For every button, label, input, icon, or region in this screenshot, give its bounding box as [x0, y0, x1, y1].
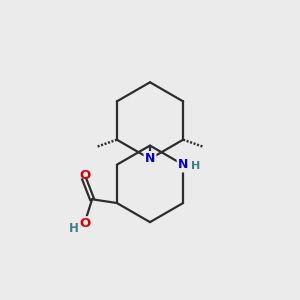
Text: H: H: [69, 222, 79, 235]
Text: O: O: [79, 217, 91, 230]
Text: H: H: [191, 161, 200, 171]
Text: O: O: [79, 169, 90, 182]
Text: N: N: [178, 158, 188, 171]
Text: N: N: [145, 152, 155, 165]
